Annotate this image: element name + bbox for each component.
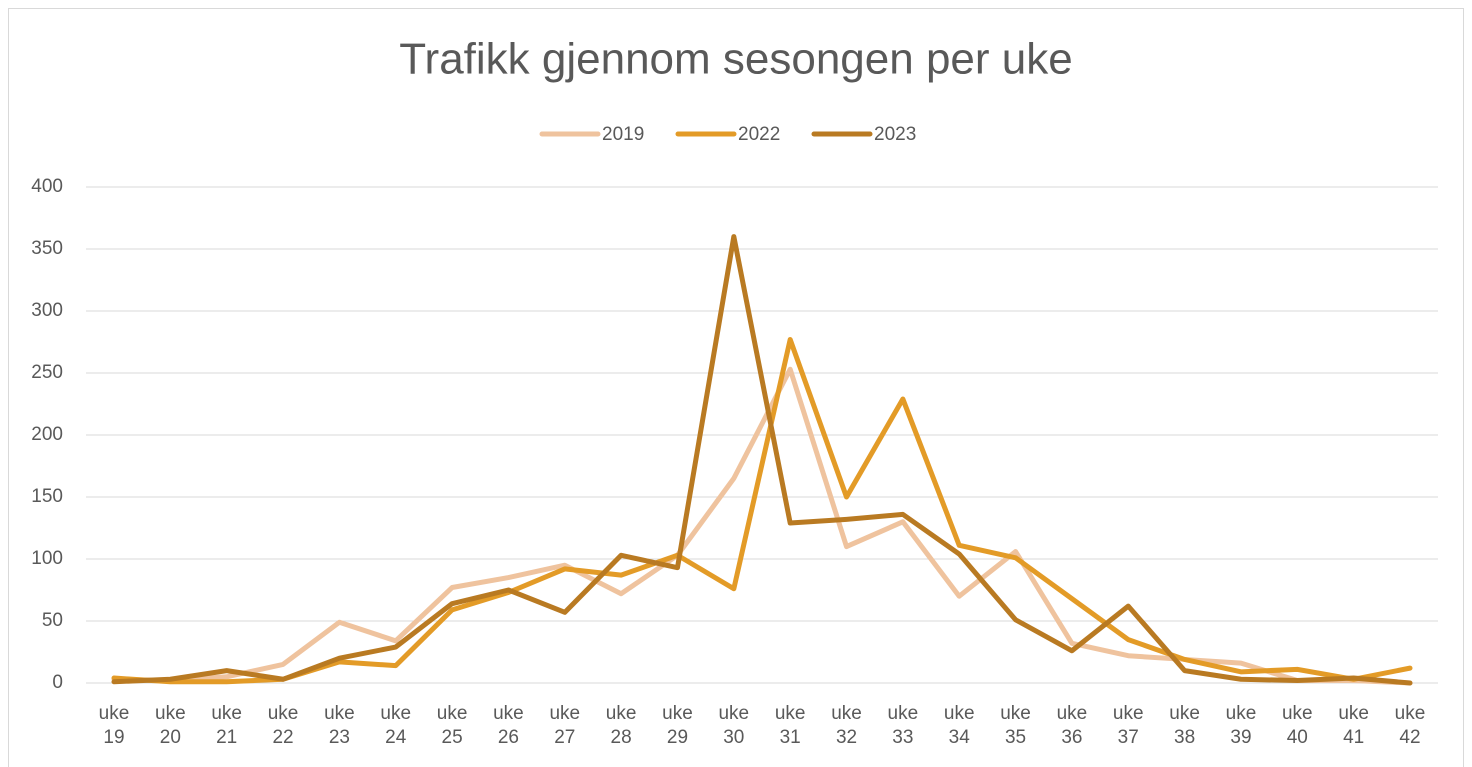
x-tick-label: uke 38	[1169, 703, 1200, 748]
x-tick-label: uke 23	[324, 703, 355, 748]
y-tick-label: 50	[42, 610, 63, 631]
y-tick-label: 300	[31, 300, 63, 321]
series-line	[111, 234, 1413, 686]
legend-label: 2019	[602, 124, 644, 145]
x-tick-label: uke 40	[1281, 703, 1313, 748]
x-tick-label: uke 19	[98, 703, 130, 748]
x-tick-label: uke 26	[493, 703, 524, 748]
y-tick-label: 400	[31, 176, 63, 197]
x-tick-label: uke 29	[662, 703, 693, 748]
x-tick-label: uke 21	[211, 703, 242, 748]
y-tick-label: 350	[31, 238, 63, 259]
x-tick-label: uke 41	[1338, 703, 1369, 748]
x-tick-label: uke 39	[1225, 703, 1257, 748]
x-tick-label: uke 22	[267, 703, 299, 748]
x-tick-label: uke 30	[718, 703, 750, 748]
x-tick-label: uke 32	[831, 703, 862, 748]
y-tick-label: 100	[31, 548, 63, 569]
x-tick-label: uke 34	[943, 703, 975, 748]
legend-label: 2022	[738, 124, 780, 145]
x-tick-label: uke 25	[436, 703, 468, 748]
legend-label: 2023	[874, 124, 916, 145]
series-line	[111, 366, 1413, 686]
x-tick-label: uke 24	[380, 703, 412, 748]
chart-border	[8, 8, 1464, 767]
x-tick-label: uke 37	[1112, 703, 1144, 748]
x-tick-label: uke 27	[549, 703, 581, 748]
chart-title: Trafikk gjennom sesongen per uke	[399, 35, 1072, 84]
x-tick-label: uke 42	[1394, 703, 1426, 748]
y-tick-label: 200	[31, 424, 63, 445]
series-line	[111, 337, 1413, 685]
x-tick-label: uke 36	[1056, 703, 1088, 748]
x-tick-label: uke 28	[605, 703, 637, 748]
x-tick-label: uke 33	[887, 703, 919, 748]
y-tick-label: 150	[31, 486, 63, 507]
x-tick-label: uke 35	[1000, 703, 1031, 748]
y-tick-label: 0	[52, 672, 63, 693]
y-tick-label: 250	[31, 362, 63, 383]
x-tick-label: uke 31	[774, 703, 806, 748]
x-tick-label: uke 20	[155, 703, 186, 748]
